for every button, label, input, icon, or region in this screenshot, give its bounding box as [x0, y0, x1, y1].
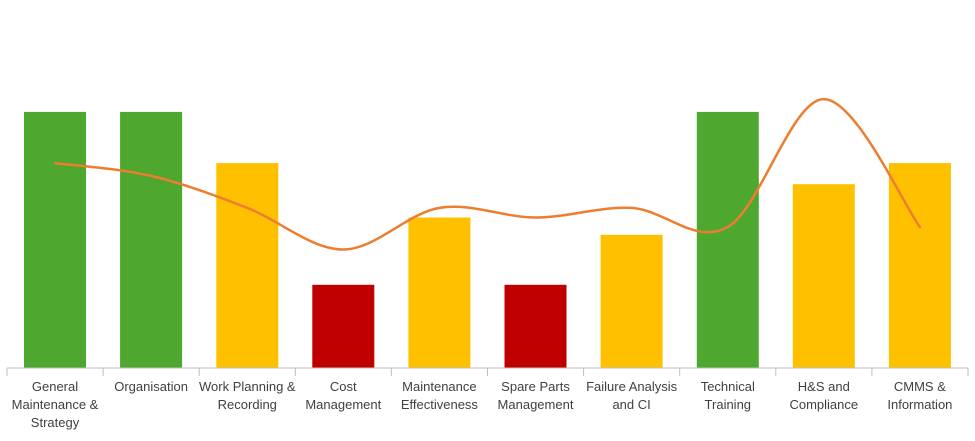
bar-6 — [504, 284, 567, 368]
x-tick-label: CMMS & Information — [887, 379, 952, 412]
x-axis-labels: General Maintenance & Strategy Organisation… — [12, 379, 953, 430]
bar-5 — [408, 217, 471, 368]
x-tick-label: Organisation — [114, 379, 188, 394]
x-tick-label: Technical Training — [701, 379, 755, 412]
bar-series — [24, 111, 951, 369]
x-axis — [6, 367, 969, 376]
x-tick-label: Failure Analysis and CI — [586, 379, 678, 412]
x-tick-label: Spare Parts Management — [498, 379, 574, 412]
x-tick-label: General Maintenance & Strategy — [12, 379, 99, 430]
x-tick-label: Work Planning & Recording — [199, 379, 296, 412]
bar-4 — [312, 284, 375, 368]
line-series — [53, 97, 922, 251]
bar-2 — [120, 111, 183, 369]
bar-7 — [600, 234, 663, 368]
x-tick-label: Cost Management — [305, 379, 381, 412]
bar-1 — [24, 111, 86, 369]
trend-line — [53, 97, 922, 251]
bar-9 — [792, 184, 855, 368]
x-tick-label: H&S and Compliance — [789, 379, 858, 412]
bar-10 — [888, 163, 951, 368]
bar-8 — [696, 111, 759, 369]
bar-3 — [216, 163, 279, 368]
x-tick-label: Maintenance Effectiveness — [401, 379, 479, 412]
